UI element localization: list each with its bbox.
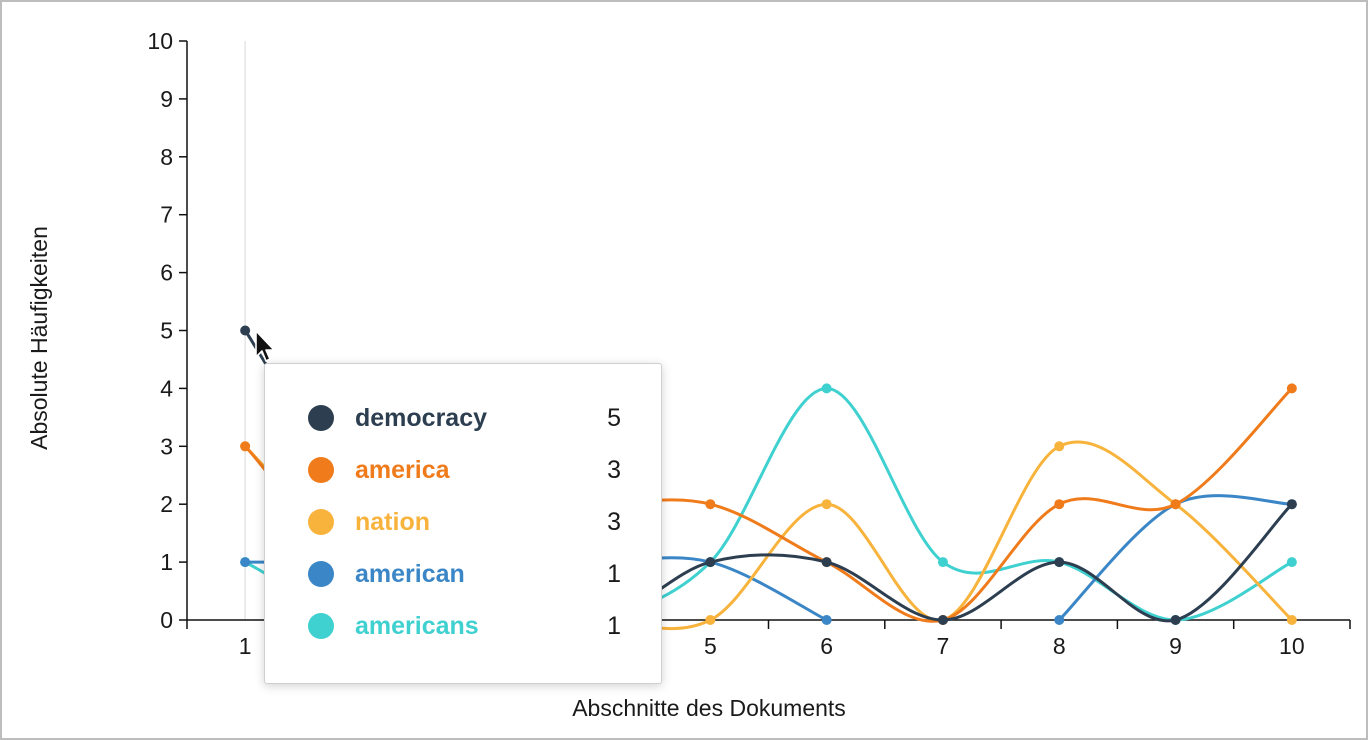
y-tick-label: 9 [160, 86, 173, 112]
y-axis-title: Absolute Häufigkeiten [26, 226, 52, 450]
tooltip-series-name: american [355, 560, 465, 588]
tooltip-series-name: americans [355, 612, 479, 640]
data-point-nation[interactable] [821, 499, 832, 510]
data-point-democracy[interactable] [937, 615, 948, 625]
y-tick-label: 3 [160, 433, 173, 459]
series-color-dot-icon [308, 457, 334, 483]
data-point-nation[interactable] [705, 615, 716, 625]
data-point-american[interactable] [240, 557, 251, 568]
series-color-dot-icon [308, 561, 334, 587]
data-point-americans[interactable] [1286, 557, 1297, 568]
data-point-americans[interactable] [821, 383, 832, 394]
series-color-dot-icon [308, 613, 334, 639]
data-point-america[interactable] [1054, 499, 1065, 510]
data-point-america[interactable] [705, 499, 716, 510]
data-point-democracy[interactable] [1054, 557, 1065, 568]
data-point-democracy[interactable] [1286, 499, 1297, 510]
x-tick-label: 9 [1169, 633, 1182, 659]
data-point-american[interactable] [821, 615, 832, 625]
y-tick-label: 8 [160, 144, 173, 170]
tooltip-row-america: america 3 [265, 454, 661, 506]
tooltip-series-name: america [355, 456, 450, 484]
data-point-american[interactable] [1054, 615, 1065, 625]
y-tick-label: 0 [160, 607, 173, 633]
data-point-democracy[interactable] [821, 557, 832, 568]
tooltip-row-americans: americans 1 [265, 610, 661, 662]
series-line-american[interactable] [1057, 494, 1294, 622]
x-tick-label: 1 [239, 633, 252, 659]
tooltip-row-nation: nation 3 [265, 506, 661, 558]
data-point-nation[interactable] [1054, 441, 1065, 452]
tooltip-series-value: 3 [607, 456, 621, 484]
tooltip-series-name: democracy [355, 404, 488, 432]
data-point-nation[interactable] [1286, 615, 1297, 625]
y-tick-label: 2 [160, 491, 173, 517]
tooltip-row-american: american 1 [265, 558, 661, 610]
data-point-america[interactable] [1286, 383, 1297, 394]
x-tick-label: 7 [937, 633, 950, 659]
y-tick-label: 1 [160, 549, 173, 575]
mouse-pointer-icon [255, 330, 275, 362]
data-point-americans[interactable] [937, 557, 948, 568]
tooltip-series-value: 5 [607, 404, 621, 432]
x-tick-label: 8 [1053, 633, 1066, 659]
x-axis-title: Abschnitte des Dokuments [572, 695, 846, 721]
x-tick-label: 10 [1279, 633, 1305, 659]
x-tick-label: 6 [820, 633, 833, 659]
y-tick-label: 10 [147, 28, 173, 54]
tooltip-series-value: 1 [607, 612, 621, 640]
y-tick-label: 7 [160, 202, 173, 228]
series-color-dot-icon [308, 509, 334, 535]
tooltip: democracy 5 america 3 nation 3 american … [264, 363, 662, 684]
series-color-dot-icon [308, 405, 334, 431]
tooltip-series-value: 3 [607, 508, 621, 536]
y-tick-label: 6 [160, 260, 173, 286]
data-point-democracy[interactable] [240, 325, 251, 336]
tooltip-series-value: 1 [607, 560, 621, 588]
data-point-democracy[interactable] [1170, 615, 1181, 625]
tooltip-row-democracy: democracy 5 [265, 402, 661, 454]
data-point-democracy[interactable] [705, 557, 716, 568]
x-tick-label: 5 [704, 633, 717, 659]
y-tick-label: 4 [160, 375, 173, 401]
data-point-america[interactable] [240, 441, 251, 452]
tooltip-series-name: nation [355, 508, 430, 536]
data-point-america[interactable] [1170, 499, 1181, 510]
y-tick-label: 5 [160, 318, 173, 344]
